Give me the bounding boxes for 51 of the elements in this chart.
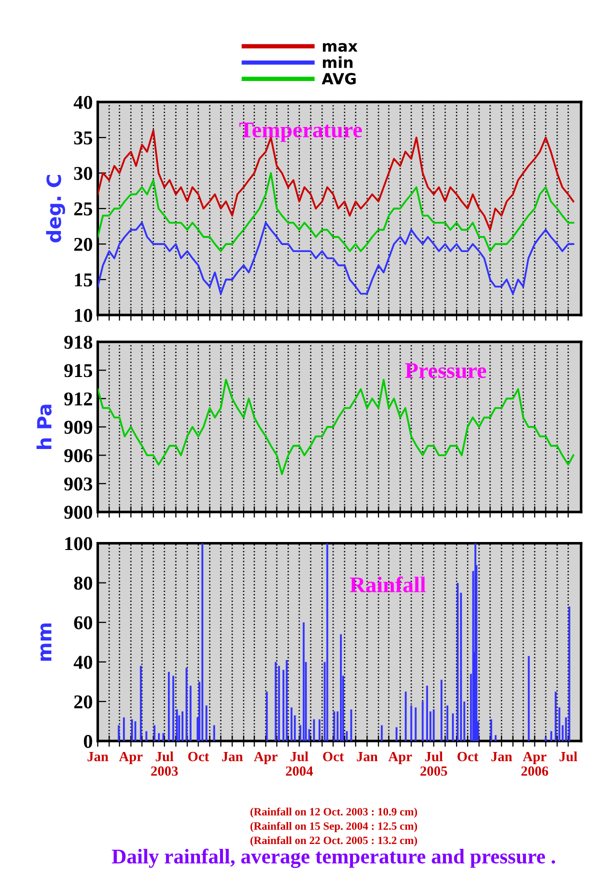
x-tick-label: Jul [560,751,578,762]
y-tick-label: 20 [74,238,92,251]
x-tick-label: Jan [222,752,243,762]
y-tick-label: 25 [74,202,92,216]
y-tick-label: 918 [64,336,92,349]
x-tick-label: Apr 2006 [521,752,548,776]
y-tick-label: 903 [64,477,92,491]
y-tick-label: 80 [74,576,92,590]
line-series [98,378,574,476]
y-tick-label: 40 [74,656,92,669]
line-series [98,172,574,252]
text: Daily rainfall, average temperature and pressure . [112,848,556,868]
y-tick-label: 100 [65,537,92,550]
line-series [98,222,574,295]
text: (Rainfall on 22 Oct. 2005 : 13.2 cm) [250,836,418,846]
y-axis-title: mm [40,623,52,661]
x-tick-label: Apr [254,752,278,764]
y-tick-label: 0 [84,734,92,748]
text: (Rainfall on 12 Oct. 2003 : 10.9 cm) [250,808,418,818]
y-tick-label: 900 [64,506,92,519]
y-tick-label: 912 [64,392,92,406]
y-tick-label: 35 [74,131,92,144]
x-tick-label: Jul 2004 [286,751,313,776]
x-tick-label: Jan [356,752,378,762]
x-tick-label: Oct [458,752,478,762]
text: Pressure [405,363,486,378]
y-tick-label: 906 [64,449,92,462]
text: Temperature [239,122,362,142]
x-tick-label: Jan [88,752,108,762]
text: (Rainfall on 15 Sep. 2004 : 12.5 cm) [250,822,418,832]
y-tick-label: 20 [74,695,92,708]
y-tick-label: 10 [74,308,92,322]
y-tick-label: 15 [74,273,92,286]
legend-label: min [322,56,353,68]
x-tick-label: Jul 2005 [420,751,448,776]
y-tick-label: 30 [74,166,92,180]
text: Rainfall [350,576,426,592]
x-tick-label: Oct [323,752,344,762]
y-axis-title: deg. C [46,175,66,242]
y-tick-label: 40 [74,96,92,109]
x-tick-label: Jul 2003 [151,751,178,776]
legend-label: AVG [322,72,356,84]
x-tick-label: Jan [491,752,512,762]
y-tick-label: 60 [74,616,92,630]
x-tick-label: Apr [388,752,412,764]
x-tick-label: Apr [119,752,143,764]
legend-label: max [322,43,358,52]
x-tick-label: Oct [188,752,210,762]
y-tick-label: 909 [64,420,92,434]
y-tick-label: 915 [64,364,92,378]
y-axis-title: h Pa [36,404,52,450]
